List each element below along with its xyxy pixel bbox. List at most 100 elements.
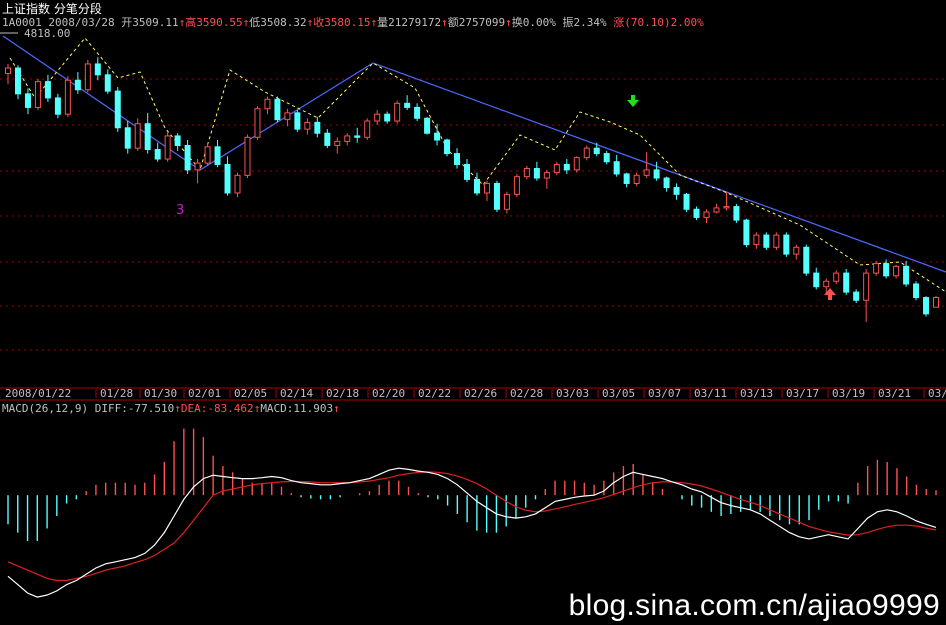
candle — [194, 162, 201, 171]
candle — [883, 263, 890, 277]
x-tick-label: 03/11 — [694, 387, 727, 400]
amplitude-label: 振 — [562, 16, 574, 29]
quote-line: 1A0001 2008/03/28 开3509.11↑高3590.55↑低350… — [2, 14, 704, 30]
dea-line — [7, 471, 937, 582]
turnover-value: 0.00% — [522, 16, 556, 29]
change-label: 涨 — [613, 16, 625, 29]
candle — [723, 206, 730, 209]
candle — [254, 108, 261, 138]
amount-value: 2757099 — [458, 16, 506, 29]
candle — [783, 234, 790, 255]
candle — [24, 93, 31, 108]
candle — [523, 168, 530, 178]
segment-mode: 分笔分段 — [53, 2, 102, 16]
candle — [843, 272, 850, 293]
candle — [623, 173, 630, 184]
candle — [84, 63, 91, 91]
trend-line — [2, 35, 946, 273]
candle — [424, 117, 431, 134]
candle — [444, 139, 451, 155]
candle — [284, 112, 291, 121]
candle — [803, 246, 810, 274]
candle — [653, 169, 660, 179]
low-value: 3508.32 — [260, 16, 307, 29]
candles — [5, 57, 939, 322]
x-tick-label: 01/30 — [144, 387, 177, 400]
candle — [5, 67, 11, 74]
amount-label: 额 — [447, 16, 459, 29]
candle — [334, 140, 341, 146]
candle — [513, 176, 520, 195]
candle — [573, 157, 580, 171]
x-tick-label: 03/21 — [878, 387, 911, 400]
candle — [244, 136, 251, 176]
close-label: 收 — [313, 16, 325, 29]
candle — [434, 132, 441, 141]
chart-title: 上证指数 分笔分段 — [2, 0, 102, 17]
segment-label: 3 — [176, 203, 184, 218]
candle — [314, 121, 321, 134]
volume-value: 21279172 — [388, 16, 442, 29]
candle — [833, 272, 840, 282]
close-value: 3580.15 — [324, 16, 371, 29]
candle — [74, 79, 81, 91]
candle — [414, 106, 421, 119]
candle — [14, 67, 21, 95]
candle — [713, 207, 720, 213]
diff-value: DIFF:-77.510 — [94, 402, 175, 415]
x-tick-label: 01/28 — [100, 387, 133, 400]
candle — [633, 174, 640, 184]
x-tick-label: 03/19 — [832, 387, 865, 400]
up-arrow-icon: ↑ — [242, 16, 250, 29]
x-tick-label: 03/07 — [648, 387, 681, 400]
x-tick-label: 02/05 — [234, 387, 267, 400]
candle — [673, 187, 680, 195]
candle — [304, 121, 311, 130]
candle — [184, 144, 191, 171]
change-value: (70.10)2.00% — [624, 16, 704, 29]
candle — [174, 135, 181, 146]
candle — [743, 219, 750, 246]
candle — [643, 169, 650, 176]
candle — [384, 113, 391, 122]
up-arrow-icon: ↑ — [174, 402, 181, 415]
up-arrow-icon: ↑ — [306, 16, 314, 29]
candle — [64, 79, 71, 115]
up-arrow-icon — [824, 288, 836, 300]
volume-label: 量 — [377, 16, 389, 29]
x-tick-label: 2008/01/22 — [5, 387, 71, 400]
candle — [34, 81, 41, 108]
candle — [364, 120, 371, 138]
candle — [503, 193, 510, 210]
x-tick-label: 02/18 — [326, 387, 359, 400]
candle — [473, 178, 480, 194]
quote-date: 2008/03/28 — [48, 16, 115, 29]
candle — [893, 265, 900, 277]
candle — [533, 168, 540, 179]
candle — [933, 297, 939, 308]
x-tick-label: 02/20 — [372, 387, 405, 400]
candle — [124, 127, 131, 149]
price-grid — [0, 78, 946, 351]
macd-legend: MACD(26,12,9) DIFF:-77.510↑DEA:-83.462↑M… — [2, 402, 340, 415]
index-name: 上证指数 — [2, 2, 51, 16]
macd-name: MACD(26,12,9) — [2, 402, 89, 415]
candle — [553, 163, 560, 174]
high-value: 3590.55 — [196, 16, 243, 29]
macd-value: MACD:11.903 — [260, 402, 334, 415]
open-value: 3509.11 — [132, 16, 179, 29]
candle — [773, 234, 780, 248]
candle — [753, 234, 760, 246]
candle — [134, 123, 141, 149]
candle — [903, 265, 910, 285]
x-tick-label: 02/28 — [510, 387, 543, 400]
x-tick-label: 02/01 — [188, 387, 221, 400]
up-arrow-icon: ↑ — [333, 402, 340, 415]
x-tick-label: 03/13 — [740, 387, 773, 400]
open-label: 开 — [121, 16, 133, 29]
segment-line — [9, 37, 946, 293]
up-arrow-icon: ↑ — [178, 16, 186, 29]
dea-value: DEA:-83.462 — [180, 402, 254, 415]
up-arrow-icon: ↑ — [505, 16, 512, 29]
candle — [404, 102, 411, 108]
